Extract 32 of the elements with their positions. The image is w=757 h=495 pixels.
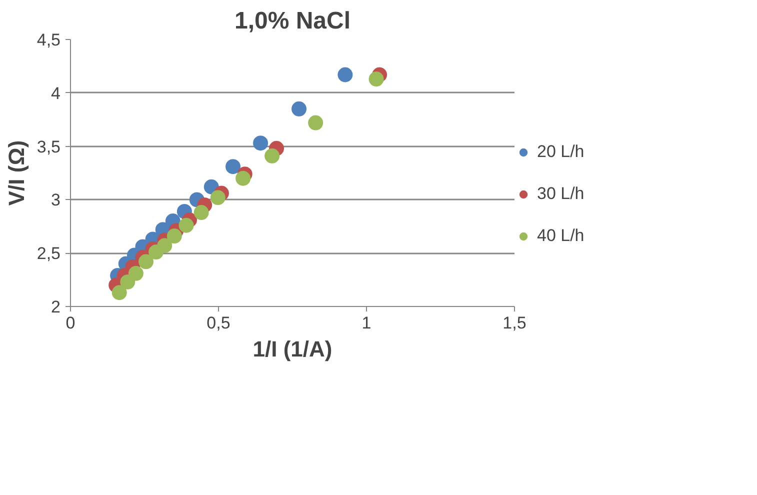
x-tick-label: 1	[362, 314, 372, 332]
point	[166, 228, 182, 244]
chart-title: 1,0% NaCl	[234, 8, 351, 34]
point	[236, 170, 251, 186]
x-tick-label: 1,5	[502, 314, 526, 332]
point	[210, 190, 226, 206]
point	[253, 136, 268, 151]
x-tick-label: 0,5	[206, 314, 230, 332]
legend-label: 30 L/h	[537, 184, 584, 204]
y-tick-label: 4	[51, 84, 61, 103]
point	[368, 72, 384, 86]
y-tick-label: 3,5	[36, 137, 61, 156]
x-tick-label: 0	[66, 314, 76, 332]
point	[194, 205, 209, 220]
legend-label: 40 L/h	[537, 226, 584, 246]
y-axis-title: V/I (Ω)	[4, 140, 29, 206]
x-axis-title: 1/I (1/A)	[252, 336, 332, 362]
point	[178, 218, 194, 233]
y-tick-label: 3	[51, 190, 61, 210]
point	[264, 148, 280, 164]
point	[138, 254, 154, 270]
legend-label: 20 L/h	[537, 142, 584, 162]
y-tick-label: 2	[51, 298, 61, 316]
point	[112, 285, 127, 300]
y-tick-label: 4,5	[36, 30, 61, 50]
point	[128, 266, 144, 281]
point	[226, 159, 241, 174]
point	[157, 238, 172, 254]
point	[308, 115, 324, 130]
y-tick-label: 2,5	[36, 244, 61, 264]
point	[338, 67, 353, 82]
point	[292, 101, 307, 116]
